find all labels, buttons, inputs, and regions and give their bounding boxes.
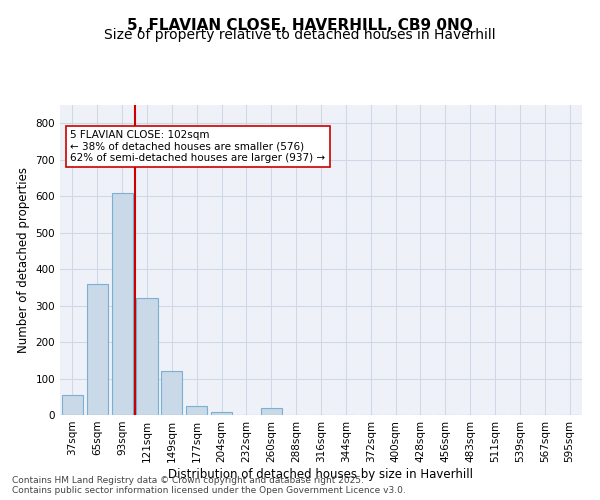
Text: 5, FLAVIAN CLOSE, HAVERHILL, CB9 0NQ: 5, FLAVIAN CLOSE, HAVERHILL, CB9 0NQ <box>127 18 473 32</box>
Bar <box>136 298 158 415</box>
Bar <box>87 284 108 415</box>
Text: 5 FLAVIAN CLOSE: 102sqm
← 38% of detached houses are smaller (576)
62% of semi-d: 5 FLAVIAN CLOSE: 102sqm ← 38% of detache… <box>70 130 326 163</box>
Bar <box>186 406 207 415</box>
Bar <box>261 408 282 415</box>
Bar <box>211 412 232 415</box>
Text: Contains HM Land Registry data © Crown copyright and database right 2025.
Contai: Contains HM Land Registry data © Crown c… <box>12 476 406 495</box>
Text: Size of property relative to detached houses in Haverhill: Size of property relative to detached ho… <box>104 28 496 42</box>
Y-axis label: Number of detached properties: Number of detached properties <box>17 167 30 353</box>
Bar <box>112 192 133 415</box>
Bar <box>62 395 83 415</box>
Bar <box>161 371 182 415</box>
X-axis label: Distribution of detached houses by size in Haverhill: Distribution of detached houses by size … <box>169 468 473 480</box>
